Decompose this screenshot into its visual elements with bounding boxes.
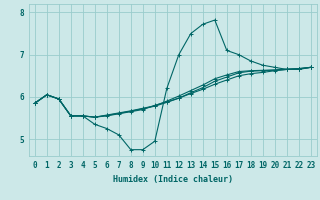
X-axis label: Humidex (Indice chaleur): Humidex (Indice chaleur) xyxy=(113,175,233,184)
